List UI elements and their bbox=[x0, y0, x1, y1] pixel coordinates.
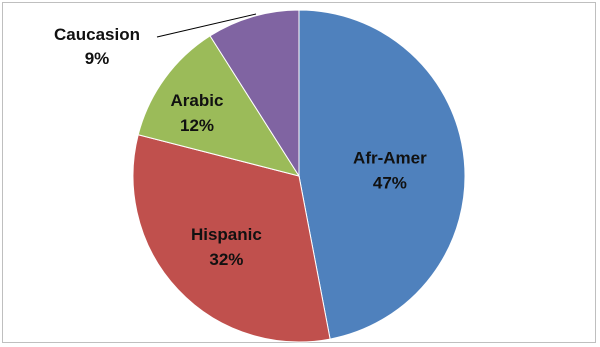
slice-label-name-0: Afr-Amer bbox=[353, 148, 427, 167]
caucasion-leader-line bbox=[156, 13, 257, 38]
slice-label-name-3: Caucasion bbox=[54, 25, 140, 44]
pie-slices bbox=[132, 9, 466, 343]
slice-label-name-2: Arabic bbox=[171, 91, 224, 110]
slice-label-value-3: 9% bbox=[85, 49, 110, 68]
pie-labels: Afr-Amer 47% Hispanic 32% Arabic 12% Cau… bbox=[54, 25, 427, 269]
pie-slice-arabic bbox=[137, 35, 301, 177]
slice-label-value-2: 12% bbox=[180, 116, 214, 135]
slice-label-value-0: 47% bbox=[373, 173, 407, 192]
pie-slice-caucasion bbox=[209, 9, 300, 178]
pie-slice-afr-amer bbox=[298, 9, 466, 340]
slice-label-value-1: 32% bbox=[209, 250, 243, 269]
slice-label-name-1: Hispanic bbox=[191, 225, 262, 244]
pie-slice-hispanic bbox=[132, 134, 331, 343]
